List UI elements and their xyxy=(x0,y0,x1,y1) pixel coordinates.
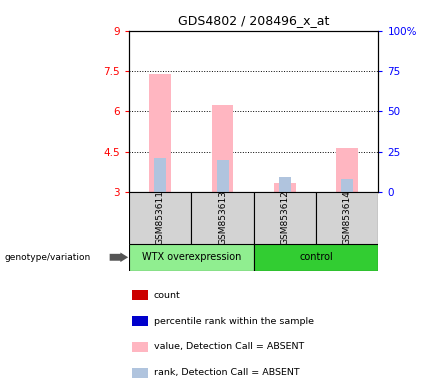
Text: GSM853613: GSM853613 xyxy=(218,190,227,245)
Text: control: control xyxy=(299,252,333,262)
Bar xyxy=(212,104,233,192)
Bar xyxy=(279,177,291,192)
Bar xyxy=(316,192,378,244)
Text: GSM853614: GSM853614 xyxy=(343,190,352,245)
Text: GSM853612: GSM853612 xyxy=(280,190,289,245)
Bar xyxy=(132,316,148,326)
Text: WTX overexpression: WTX overexpression xyxy=(141,252,241,262)
Bar xyxy=(129,244,254,271)
Bar xyxy=(149,74,171,192)
Bar xyxy=(274,183,296,192)
Bar xyxy=(132,342,148,352)
Bar xyxy=(191,192,254,244)
Text: value, Detection Call = ABSENT: value, Detection Call = ABSENT xyxy=(154,343,304,351)
Bar xyxy=(341,179,353,192)
Bar xyxy=(132,368,148,378)
Text: GSM853611: GSM853611 xyxy=(156,190,165,245)
Bar xyxy=(154,159,166,192)
Bar xyxy=(129,192,191,244)
Text: count: count xyxy=(154,291,181,300)
Bar xyxy=(254,244,378,271)
Bar xyxy=(217,160,228,192)
Title: GDS4802 / 208496_x_at: GDS4802 / 208496_x_at xyxy=(178,14,329,27)
Text: genotype/variation: genotype/variation xyxy=(4,253,91,262)
Bar xyxy=(132,290,148,300)
Bar xyxy=(254,192,316,244)
Text: percentile rank within the sample: percentile rank within the sample xyxy=(154,316,314,326)
Text: rank, Detection Call = ABSENT: rank, Detection Call = ABSENT xyxy=(154,368,299,377)
Bar xyxy=(336,148,358,192)
